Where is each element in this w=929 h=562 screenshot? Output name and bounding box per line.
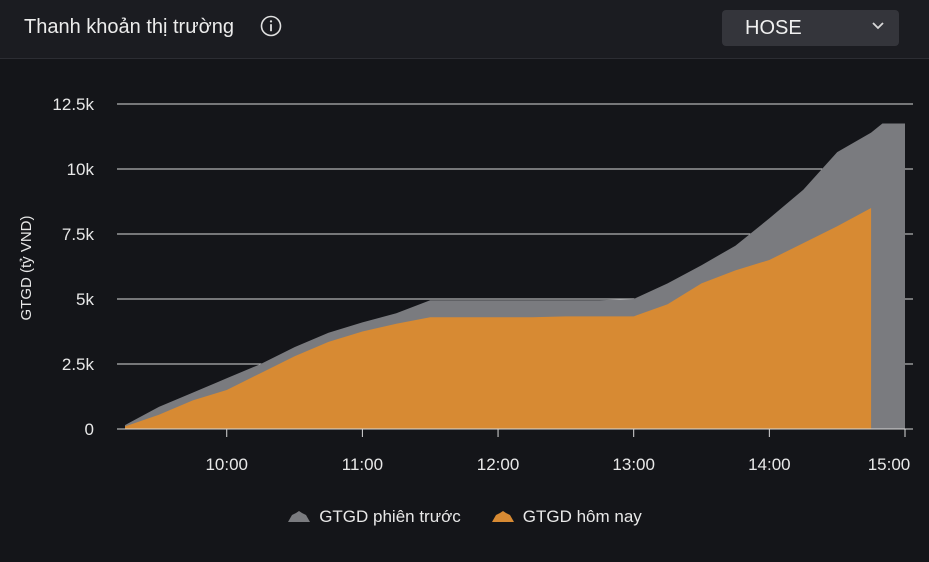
x-tick-label: 15:00 xyxy=(868,455,911,474)
exchange-select-value: HOSE xyxy=(745,17,802,39)
x-tick-label: 13:00 xyxy=(612,455,655,474)
y-tick-label: 7.5k xyxy=(62,225,95,244)
x-tick-label: 14:00 xyxy=(748,455,791,474)
chevron-down-icon xyxy=(872,22,884,30)
liquidity-chart: 0 2.5k 5k 7.5k 10k 12.5k 10:00 11:00 12:00 13:00 1… xyxy=(18,95,913,474)
x-tick-label: 11:00 xyxy=(342,455,383,474)
x-tick-label: 10:00 xyxy=(205,455,248,474)
legend-label-today: GTGD hôm nay xyxy=(522,507,642,526)
legend-swatch-today xyxy=(491,511,514,522)
y-tick-label: 5k xyxy=(76,290,94,309)
y-tick-label: 0 xyxy=(85,420,94,439)
chart-title: Thanh khoản thị trường xyxy=(24,16,234,38)
x-tick-label: 12:00 xyxy=(477,455,520,474)
y-tick-label: 10k xyxy=(67,160,95,179)
series-areas xyxy=(125,123,905,429)
legend-label-previous-session: GTGD phiên trước xyxy=(319,507,461,526)
y-axis-label: GTGD (tỷ VND) xyxy=(18,216,35,321)
legend-item-previous-session[interactable]: GTGD phiên trước xyxy=(287,504,461,530)
chart-header: Thanh khoản thị trường HOSE xyxy=(0,0,929,59)
exchange-select[interactable]: HOSE xyxy=(722,10,899,46)
chart-legend: GTGD phiên trước GTGD hôm nay xyxy=(0,504,929,530)
legend-swatch-previous-session xyxy=(288,511,311,522)
legend-item-today[interactable]: GTGD hôm nay xyxy=(491,504,642,530)
y-tick-label: 2.5k xyxy=(62,355,95,374)
axes: 0 2.5k 5k 7.5k 10k 12.5k 10:00 11:00 12:00 13:00 1… xyxy=(52,95,913,474)
area-today xyxy=(125,208,872,429)
info-icon[interactable] xyxy=(260,15,282,37)
y-tick-label: 12.5k xyxy=(52,95,94,114)
